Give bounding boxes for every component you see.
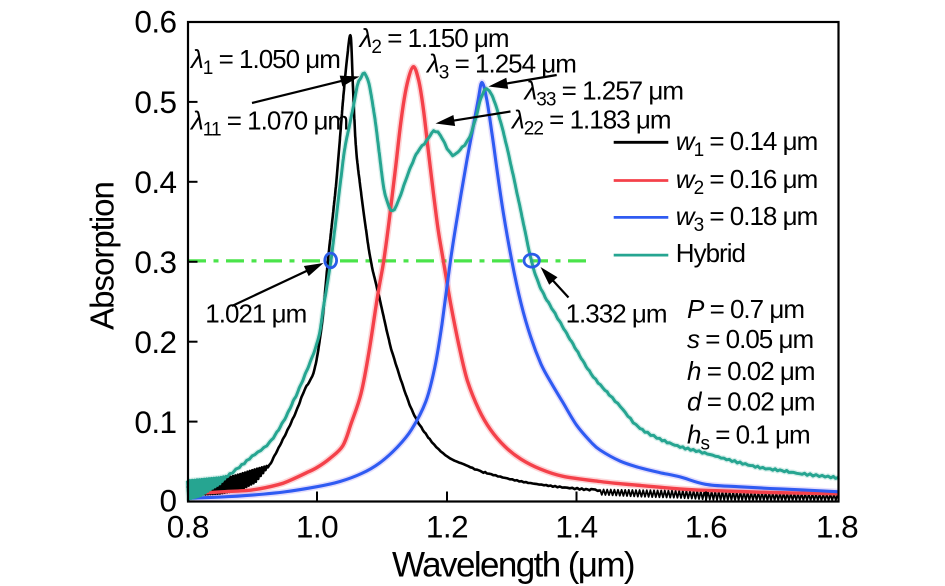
svg-text:0.6: 0.6 (134, 4, 176, 40)
svg-text:s = 0.05 μm: s = 0.05 μm (687, 324, 813, 354)
svg-text:λ33 = 1.257 μm: λ33 = 1.257 μm (523, 76, 684, 111)
svg-text:0.1: 0.1 (134, 404, 176, 440)
svg-text:λ22 = 1.183 μm: λ22 = 1.183 μm (510, 104, 671, 139)
svg-text:h = 0.02 μm: h = 0.02 μm (687, 356, 815, 386)
svg-text:0.3: 0.3 (134, 244, 176, 280)
svg-text:1.8: 1.8 (816, 508, 858, 544)
svg-text:0.8: 0.8 (167, 508, 209, 544)
svg-text:1.2: 1.2 (426, 508, 468, 544)
svg-text:1.332 μm: 1.332 μm (566, 299, 667, 329)
svg-text:λ3 = 1.254 μm: λ3 = 1.254 μm (425, 49, 576, 84)
svg-text:1.021 μm: 1.021 μm (205, 299, 306, 329)
svg-text:w1 = 0.14 μm: w1 = 0.14 μm (676, 126, 817, 161)
svg-text:hs = 0.1 μm: hs = 0.1 μm (687, 420, 810, 455)
svg-text:d = 0.02 μm: d = 0.02 μm (687, 387, 815, 417)
svg-text:1.6: 1.6 (685, 508, 727, 544)
svg-text:λ1 = 1.050 μm: λ1 = 1.050 μm (189, 44, 340, 79)
svg-text:0.2: 0.2 (134, 324, 176, 360)
svg-text:1.0: 1.0 (296, 508, 338, 544)
svg-text:Hybrid: Hybrid (676, 238, 745, 268)
svg-text:0.5: 0.5 (134, 84, 176, 120)
svg-text:w2 = 0.16 μm: w2 = 0.16 μm (676, 164, 817, 199)
svg-text:0: 0 (160, 483, 177, 519)
svg-text:Absorption: Absorption (84, 182, 121, 330)
svg-text:1.4: 1.4 (555, 508, 597, 544)
svg-text:λ11 = 1.070 μm: λ11 = 1.070 μm (189, 106, 348, 141)
svg-text:w3 = 0.18 μm: w3 = 0.18 μm (676, 201, 817, 236)
svg-text:Wavelength (μm): Wavelength (μm) (392, 545, 634, 584)
svg-text:P = 0.7 μm: P = 0.7 μm (687, 294, 804, 324)
svg-text:λ2 = 1.150 μm: λ2 = 1.150 μm (358, 23, 509, 58)
svg-text:0.4: 0.4 (134, 164, 176, 200)
